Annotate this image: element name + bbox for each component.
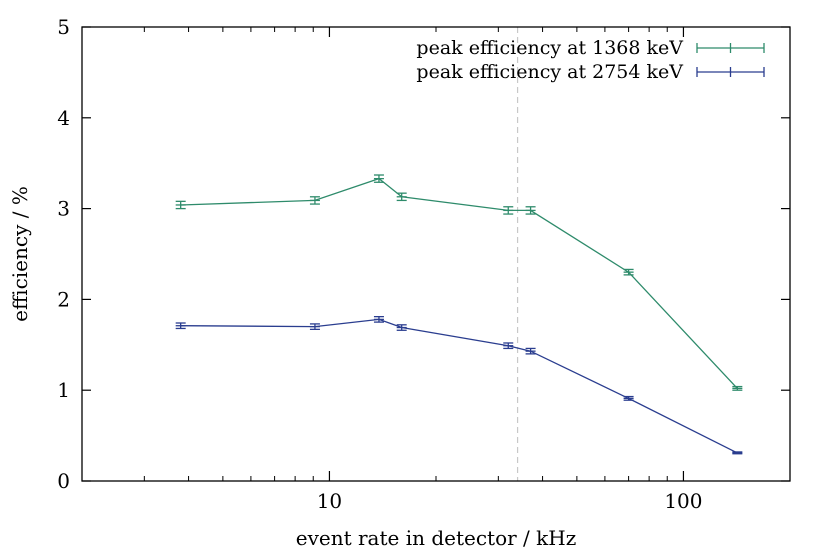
data-point xyxy=(525,347,536,355)
data-point xyxy=(175,200,186,210)
ticks-layer: 0 1 2 3 4 5 10 100 xyxy=(57,15,790,513)
data-point xyxy=(396,324,407,331)
data-point xyxy=(396,192,407,202)
series-line xyxy=(180,318,738,454)
data-point xyxy=(309,323,320,331)
series-2 xyxy=(175,316,743,455)
plot-frame xyxy=(81,26,791,482)
legend-label: peak efficiency at 1368 keV xyxy=(416,37,683,59)
data-point xyxy=(525,206,536,215)
data-point xyxy=(175,322,186,330)
x-axis-label: event rate in detector / kHz xyxy=(296,526,577,550)
data-point xyxy=(732,451,743,455)
data-point xyxy=(503,342,514,350)
x-tick-label: 10 xyxy=(317,489,342,513)
data-point xyxy=(503,206,514,215)
x-tick-label: 100 xyxy=(664,489,702,513)
series-layer xyxy=(175,174,743,455)
data-point xyxy=(373,174,384,183)
y-axis-label: efficiency / % xyxy=(8,186,32,322)
data-point xyxy=(309,196,320,205)
data-point xyxy=(732,385,743,391)
y-tick-label: 5 xyxy=(57,15,70,39)
y-tick-label: 4 xyxy=(57,106,70,130)
y-tick-label: 2 xyxy=(57,287,70,311)
data-point xyxy=(373,316,384,323)
series-1 xyxy=(175,174,743,391)
legend-entry: peak efficiency at 2754 keV xyxy=(416,61,765,83)
data-point xyxy=(623,268,634,276)
y-tick-label: 0 xyxy=(57,469,70,493)
legend-entry: peak efficiency at 1368 keV xyxy=(416,37,765,59)
y-tick-label: 3 xyxy=(57,197,70,221)
legend-label: peak efficiency at 2754 keV xyxy=(416,61,683,83)
series-line xyxy=(180,177,738,389)
data-point xyxy=(623,395,634,401)
y-tick-label: 1 xyxy=(57,378,70,402)
